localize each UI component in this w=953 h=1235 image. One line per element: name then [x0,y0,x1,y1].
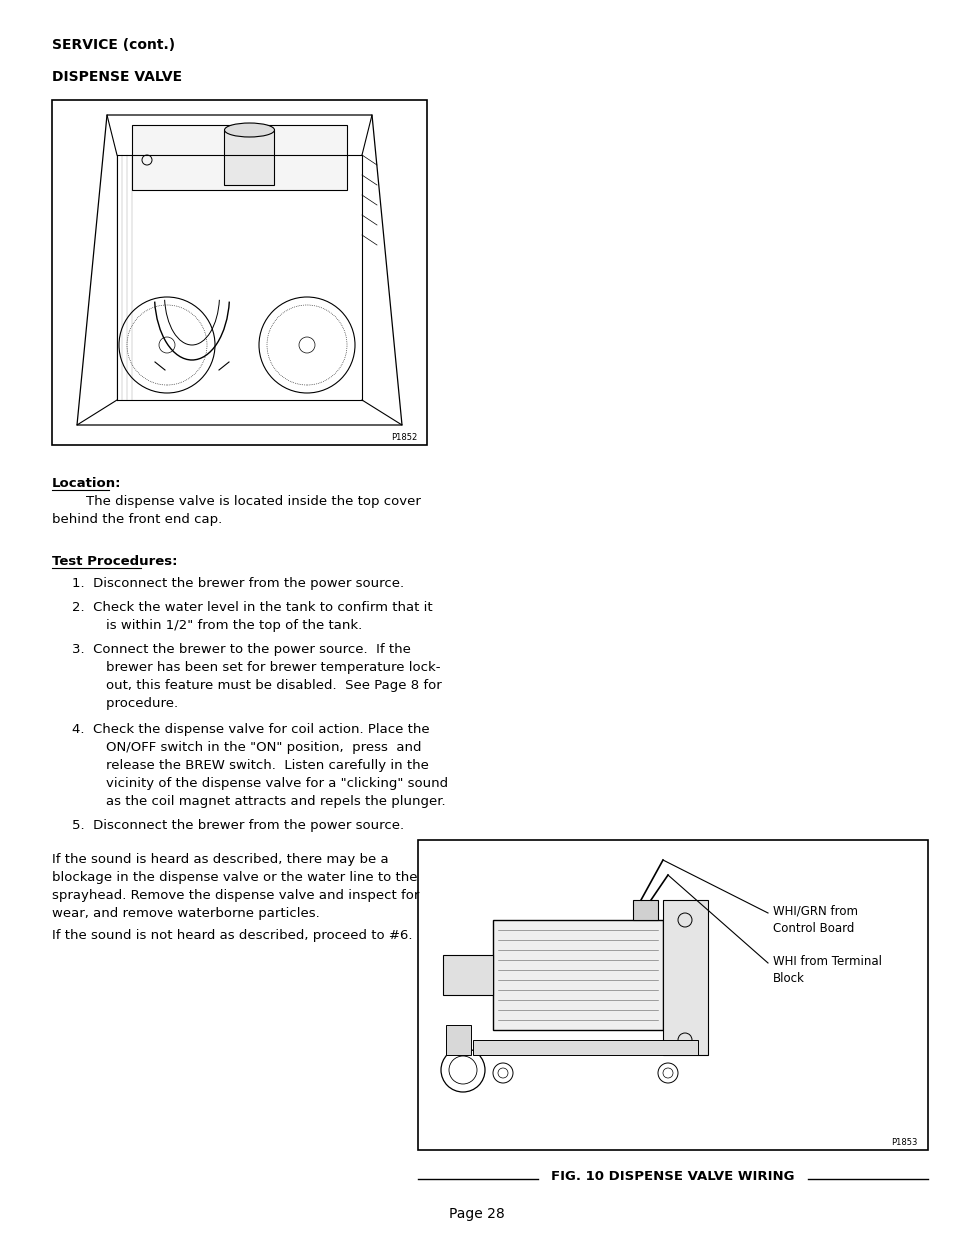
Text: WHI/GRN from
Control Board: WHI/GRN from Control Board [772,905,857,935]
Text: SERVICE (cont.): SERVICE (cont.) [52,38,175,52]
Bar [417,840,927,1150]
Bar [224,130,274,185]
Bar [473,1040,698,1055]
Text: Location:: Location: [52,477,121,490]
Bar [442,955,493,995]
Text: DISPENSE VALVE: DISPENSE VALVE [52,70,182,84]
Bar [662,900,707,1055]
Text: 4.  Check the dispense valve for coil action. Place the
        ON/OFF switch in: 4. Check the dispense valve for coil act… [71,722,448,808]
Text: 1.  Disconnect the brewer from the power source.: 1. Disconnect the brewer from the power … [71,577,404,590]
Text: 3.  Connect the brewer to the power source.  If the
        brewer has been set : 3. Connect the brewer to the power sourc… [71,643,441,710]
Text: 5.  Disconnect the brewer from the power source.: 5. Disconnect the brewer from the power … [71,819,404,832]
Text: FIG. 10 DISPENSE VALVE WIRING: FIG. 10 DISPENSE VALVE WIRING [551,1170,794,1183]
Text: Test Procedures:: Test Procedures: [52,555,177,568]
Bar [52,100,427,445]
Text: P1852: P1852 [391,433,416,442]
Bar [132,125,347,190]
Ellipse shape [224,124,274,137]
Bar [493,920,662,1030]
Text: If the sound is not heard as described, proceed to #6.: If the sound is not heard as described, … [52,929,412,942]
Text: If the sound is heard as described, there may be a
blockage in the dispense valv: If the sound is heard as described, ther… [52,853,419,920]
Text: WHI from Terminal
Block: WHI from Terminal Block [772,955,882,986]
Text: The dispense valve is located inside the top cover
behind the front end cap.: The dispense valve is located inside the… [52,495,420,526]
Text: 2.  Check the water level in the tank to confirm that it
        is within 1/2" : 2. Check the water level in the tank to … [71,601,432,632]
Bar [633,900,658,920]
Bar [446,1025,471,1055]
Text: Page 28: Page 28 [449,1207,504,1221]
Text: P1853: P1853 [891,1137,917,1147]
